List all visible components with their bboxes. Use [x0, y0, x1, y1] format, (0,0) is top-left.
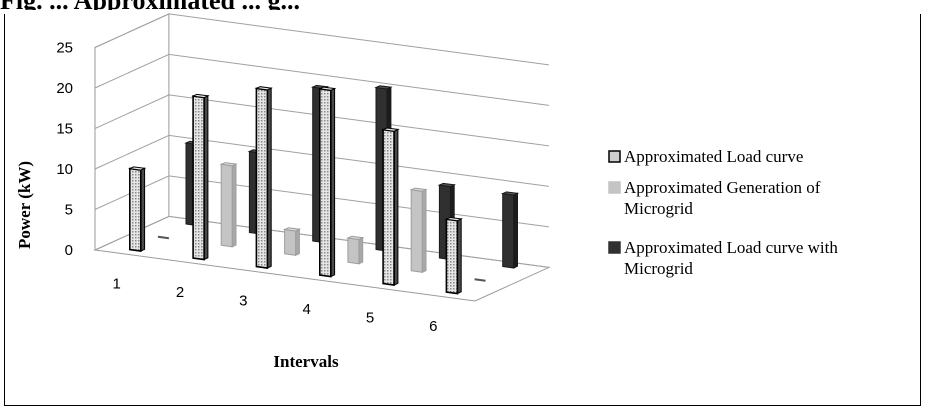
legend-label: Microgrid: [624, 259, 693, 278]
legend-label: Microgrid: [624, 199, 693, 218]
header-text: Fig. ... Approximated ... g...: [0, 0, 925, 10]
y-axis-label: Power (kW): [15, 161, 34, 249]
bar-2-3: [282, 227, 302, 257]
legend-swatch: [608, 181, 621, 194]
legend-swatch: [608, 150, 621, 163]
y-tick-label: 0: [65, 242, 73, 259]
y-axis-ticks: 0 5 10 15 20 25: [56, 40, 73, 260]
x-axis-label: Intervals: [273, 352, 339, 371]
bar-front: [192, 95, 205, 261]
bar-1-6: [444, 216, 463, 295]
bar-front: [347, 237, 360, 265]
bar-side: [295, 228, 300, 257]
bar-1-2: [191, 93, 210, 261]
bar-top: [500, 191, 520, 196]
gridline: [94, 13, 549, 66]
bar-1-1: [127, 166, 147, 253]
bar-2-6: [474, 278, 486, 282]
bar-top: [282, 227, 302, 232]
bar-top: [317, 86, 337, 91]
bar-top: [409, 187, 428, 192]
bar-1-4: [317, 86, 337, 278]
bar-top: [444, 216, 463, 222]
bar-front: [382, 128, 395, 287]
bar-top: [254, 86, 273, 91]
bar-front: [318, 87, 332, 278]
bar-front: [445, 218, 459, 295]
bar-1-5: [381, 127, 400, 287]
bar-top: [381, 127, 400, 132]
x-axis-ticks: 1 2 3 4 5 6: [112, 275, 437, 335]
bar-top: [191, 93, 210, 99]
gridline: [94, 94, 549, 147]
bar-front: [502, 193, 515, 269]
legend: Approximated Load curve Approximated Gene…: [608, 147, 838, 278]
x-tick-label: 3: [239, 292, 247, 309]
y-tick-label: 20: [56, 80, 73, 97]
bar-2-5: [409, 187, 428, 274]
bar-side: [358, 236, 364, 265]
gridline: [94, 53, 549, 106]
bar-front: [220, 163, 233, 248]
bar-zero-mark: [474, 278, 486, 282]
y-tick-label: 15: [56, 121, 73, 138]
legend-item-2: Approximated Generation of Microgrid: [608, 178, 821, 218]
bar-2-4: [346, 235, 365, 265]
legend-label: Approximated Generation of: [624, 178, 821, 197]
x-tick-label: 5: [366, 309, 374, 326]
y-tick-label: 5: [65, 202, 73, 219]
bar-top: [346, 235, 365, 241]
bar-3-6: [500, 191, 520, 269]
y-tick-label: 25: [56, 40, 73, 57]
legend-item-1: Approximated Load curve: [608, 147, 803, 166]
bar-side: [513, 192, 518, 269]
x-tick-label: 2: [176, 284, 184, 301]
bars: [127, 84, 520, 295]
bar-front: [284, 228, 297, 256]
bar-2-1: [157, 235, 170, 240]
x-tick-label: 1: [112, 275, 120, 292]
legend-label: Approximated Load curve with: [624, 238, 838, 257]
bar-front: [410, 189, 423, 273]
bar-top: [374, 85, 393, 90]
bar-side: [421, 188, 427, 274]
legend-item-3: Approximated Load curve with Microgrid: [608, 238, 838, 278]
x-tick-label: 4: [302, 301, 310, 318]
x-tick-label: 6: [429, 318, 437, 335]
bar-side: [231, 163, 237, 248]
bar-top: [127, 166, 147, 171]
bar-top: [219, 162, 238, 167]
gridline: [94, 134, 549, 187]
bar-front: [255, 87, 269, 270]
y-tick-label: 10: [56, 161, 73, 178]
legend-label: Approximated Load curve: [624, 147, 803, 166]
bar-zero-mark: [157, 235, 170, 240]
bar-top: [437, 182, 456, 188]
bar-1-3: [254, 86, 273, 270]
legend-swatch: [608, 241, 621, 254]
bar-front: [129, 167, 142, 253]
bar-2-2: [219, 162, 238, 248]
